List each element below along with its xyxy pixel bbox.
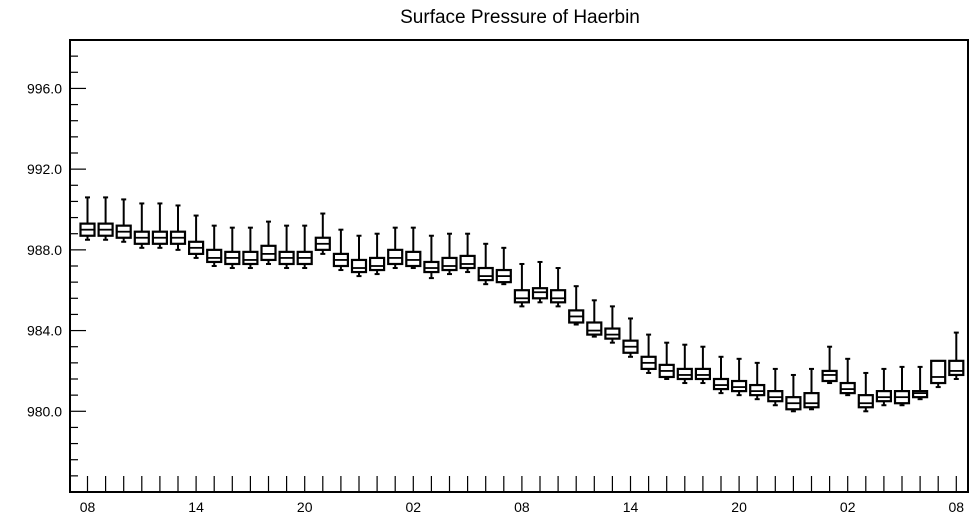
box-mark	[839, 357, 856, 397]
box-body	[441, 256, 458, 272]
box-mark	[749, 361, 766, 401]
box-mark	[875, 367, 893, 407]
box-body	[930, 359, 947, 385]
chart-title: Surface Pressure of Haerbin	[400, 7, 640, 28]
x-tick-label: 02	[406, 499, 422, 515]
box-mark	[531, 260, 549, 304]
box-mark	[350, 234, 368, 278]
box-body	[712, 377, 730, 391]
box-mark	[296, 224, 313, 270]
box-mark	[694, 345, 712, 385]
box-body	[767, 390, 784, 403]
y-tick-label: 988.0	[27, 242, 62, 258]
box-body	[694, 367, 712, 381]
box-body	[803, 392, 820, 409]
x-tick-label: 08	[514, 499, 530, 515]
box-body	[350, 258, 368, 274]
box-mark	[206, 224, 223, 267]
box-mark	[640, 333, 657, 374]
box-mark	[278, 224, 295, 270]
box-mark	[224, 226, 241, 270]
box-mark	[767, 367, 784, 407]
box-mark	[622, 317, 639, 358]
box-series	[79, 196, 965, 413]
plot-frame	[69, 39, 969, 493]
x-tick-label: 02	[840, 499, 856, 515]
box-mark	[441, 232, 458, 276]
box-mark	[314, 212, 331, 255]
y-tick-label: 984.0	[27, 323, 62, 339]
box-mark	[423, 234, 440, 280]
box-mark	[133, 202, 150, 249]
box-mark	[549, 267, 567, 308]
box-mark	[169, 204, 187, 251]
box-body	[911, 390, 929, 399]
box-mark	[459, 232, 476, 274]
x-tick-label: 08	[949, 499, 965, 515]
box-body	[857, 394, 874, 409]
x-tick-label: 20	[731, 499, 747, 515]
y-tick-label: 992.0	[27, 161, 62, 177]
box-mark	[911, 365, 929, 401]
x-axis: 08 14 20 02 08 14 20 02 08	[80, 476, 965, 515]
box-mark	[495, 246, 512, 286]
x-tick-label: 14	[188, 499, 204, 515]
x-tick-label: 08	[80, 499, 96, 515]
box-body	[206, 248, 223, 264]
box-body	[948, 359, 965, 377]
box-body	[730, 379, 748, 393]
box-mark	[930, 359, 947, 389]
box-mark	[604, 305, 621, 344]
box-mark	[676, 343, 693, 385]
box-mark	[893, 365, 911, 407]
box-mark	[115, 198, 132, 243]
box-body	[369, 256, 386, 272]
box-mark	[477, 242, 494, 286]
box-mark	[369, 232, 386, 276]
box-mark	[785, 373, 802, 413]
box-body	[604, 327, 621, 340]
box-body	[839, 381, 856, 395]
box-mark	[658, 341, 675, 380]
box-body	[531, 287, 549, 300]
box-mark	[803, 367, 820, 411]
box-mark	[568, 285, 585, 326]
x-tick-label: 20	[297, 499, 313, 515]
box-body	[875, 390, 893, 403]
box-mark	[586, 299, 603, 338]
box-mark	[405, 226, 422, 270]
box-body	[513, 289, 531, 304]
box-body	[821, 369, 838, 383]
box-body	[423, 260, 440, 274]
box-mark	[97, 196, 114, 241]
box-mark	[79, 196, 96, 241]
box-mark	[821, 345, 838, 385]
box-mark	[513, 262, 531, 308]
x-tick-label: 14	[623, 499, 639, 515]
box-mark	[730, 357, 748, 397]
box-body	[242, 250, 259, 266]
box-mark	[188, 214, 205, 259]
box-body	[477, 266, 494, 282]
y-axis: 980.0 984.0 988.0 992.0 996.0	[27, 39, 86, 493]
box-body	[387, 248, 404, 266]
box-mark	[242, 226, 259, 270]
box-body	[405, 250, 422, 268]
box-mark	[948, 331, 965, 380]
box-body	[749, 383, 766, 397]
box-mark	[387, 226, 404, 270]
y-tick-label: 980.0	[27, 403, 62, 419]
box-body	[549, 289, 567, 304]
box-body	[676, 367, 693, 381]
box-mark	[332, 228, 349, 272]
box-body	[260, 244, 277, 262]
box-mark	[712, 355, 730, 395]
y-tick-label: 996.0	[27, 80, 62, 96]
box-mark	[260, 220, 277, 265]
box-body	[459, 254, 476, 270]
box-mark	[857, 371, 874, 413]
box-mark	[151, 202, 168, 249]
box-body	[586, 321, 603, 336]
